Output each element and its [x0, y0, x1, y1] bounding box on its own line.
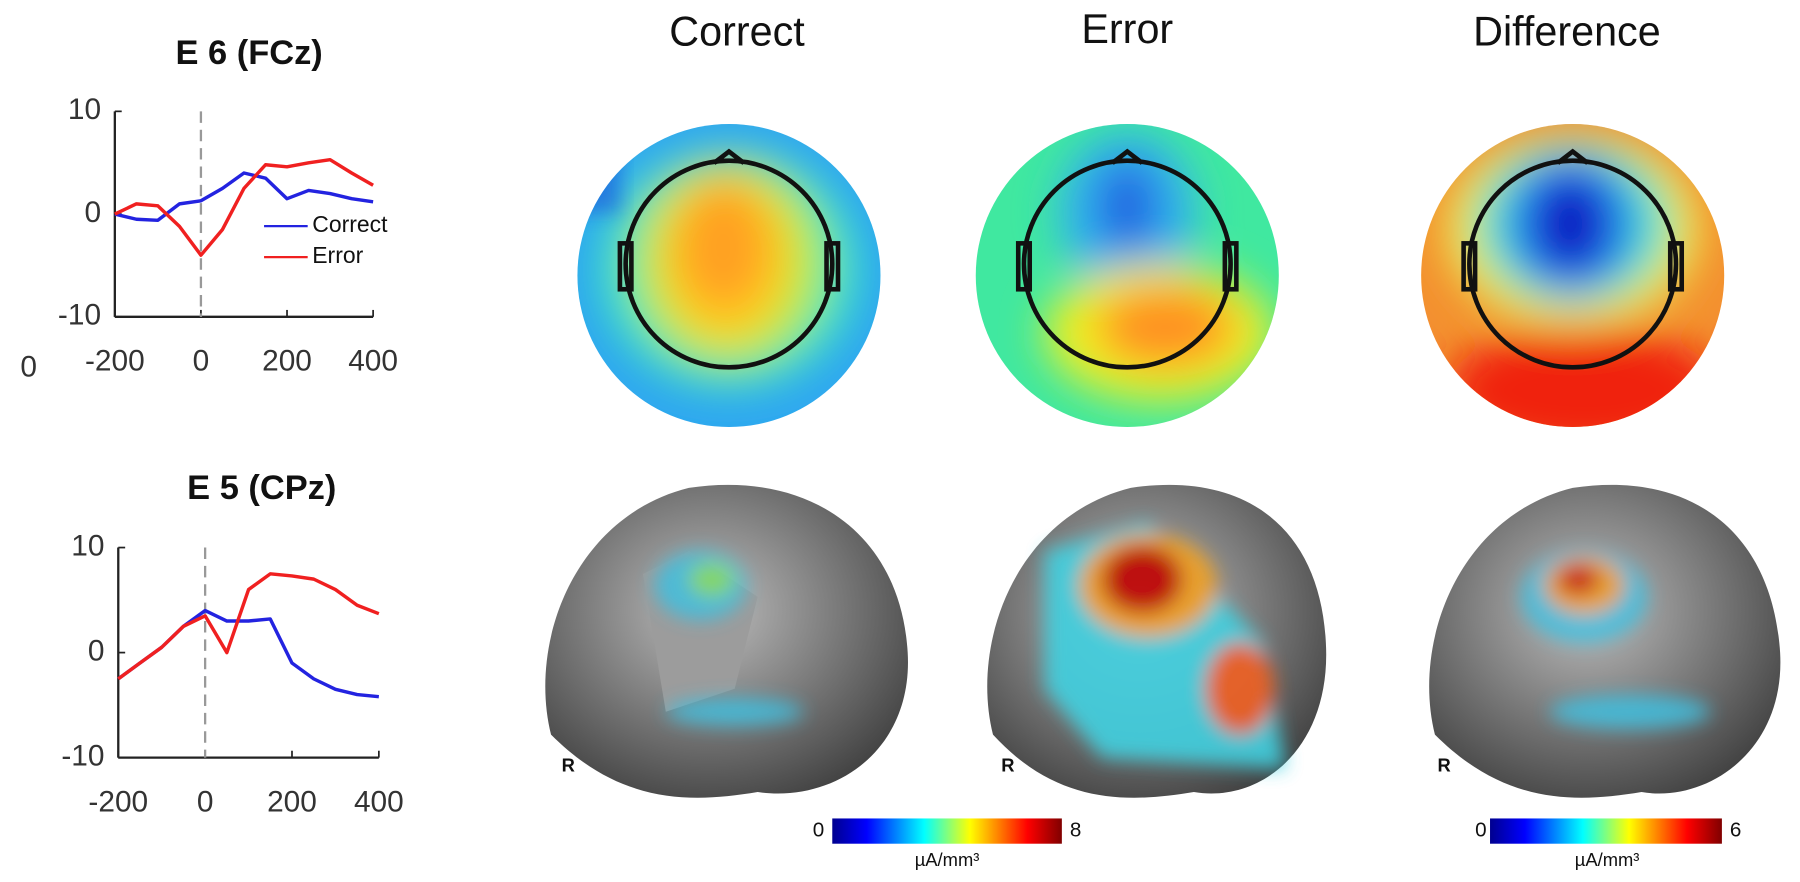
y-tick-label: 0 [88, 634, 105, 667]
colorbar-gradient [832, 818, 1062, 844]
x-tick-label: -200 [88, 785, 148, 818]
colorbar: 0 8 µA/mm³ [813, 818, 1082, 870]
brain-images: R R R [545, 484, 1781, 798]
y-tick-label: 0 [84, 196, 101, 229]
x-tick-label: 0 [193, 345, 210, 378]
column-title: Error [1081, 6, 1173, 52]
line-chart: E 5 (CPz) -10 0 10 -200 0 200 400 [61, 469, 403, 818]
colorbar-min: 0 [813, 819, 825, 842]
x-tick-label: 200 [262, 345, 312, 378]
chart-title: E 6 (FCz) [176, 34, 323, 72]
x-tick-label: 400 [354, 785, 404, 818]
colorbar: 0 6 µA/mm³ [1475, 818, 1741, 870]
line-chart: E 6 (FCz) -10 0 10 -200 0 200 400 Correct Error [58, 34, 398, 377]
hemisphere-label: R [562, 755, 575, 776]
data-line [117, 572, 380, 681]
x-tick-label: -200 [85, 345, 145, 378]
brain: R [545, 484, 908, 798]
fragment-label: 0 [20, 350, 37, 383]
data-line [117, 608, 380, 699]
x-tick-label: 200 [267, 785, 317, 818]
colorbar-max: 8 [1070, 819, 1082, 842]
y-tick-label: 10 [71, 529, 104, 562]
chart-title: E 5 (CPz) [187, 469, 336, 507]
column-title: Correct [669, 8, 805, 54]
data-line [114, 171, 374, 223]
x-tick-label: 400 [348, 345, 398, 378]
hemisphere-label: R [1001, 755, 1014, 776]
legend-label: Correct [312, 211, 388, 237]
colorbar-unit: µA/mm³ [1575, 849, 1640, 870]
y-tick-label: -10 [61, 739, 104, 772]
colorbar-max: 6 [1730, 819, 1741, 842]
y-tick-label: 10 [68, 93, 101, 126]
hemisphere-label: R [1437, 755, 1450, 776]
legend-label: Error [312, 242, 363, 268]
brain: R [987, 484, 1327, 798]
brain: R [1429, 484, 1781, 798]
y-tick-label: -10 [58, 299, 101, 332]
colorbar-unit: µA/mm³ [915, 849, 980, 870]
head-outlines [617, 148, 1685, 370]
colorbar-gradient [1490, 818, 1722, 844]
column-title: Difference [1473, 8, 1661, 54]
data-line [114, 157, 374, 257]
x-tick-label: 0 [197, 785, 214, 818]
colorbar-min: 0 [1475, 819, 1486, 842]
